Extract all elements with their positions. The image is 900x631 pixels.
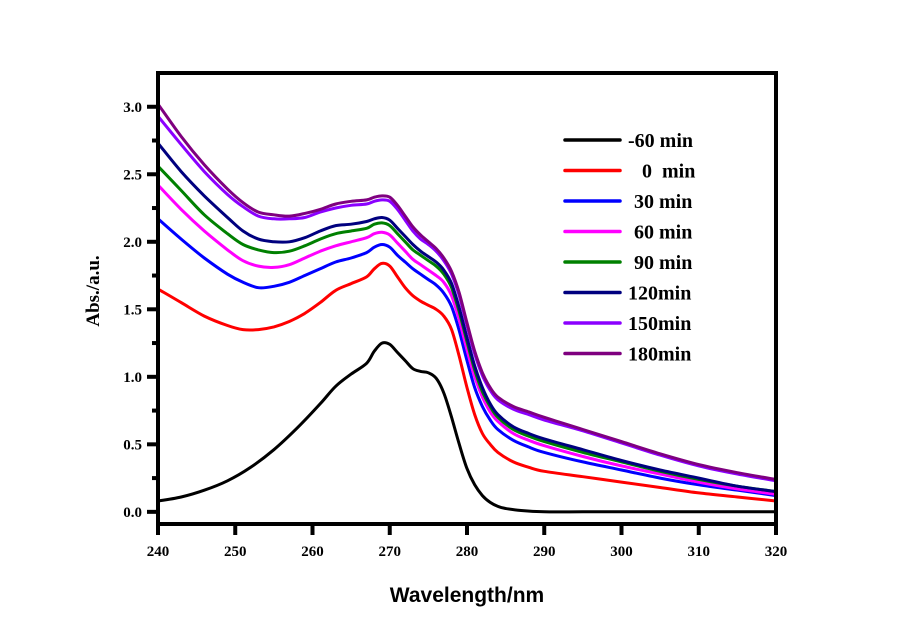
- legend-label: 90 min: [634, 252, 692, 274]
- y-tick-label: 0.0: [123, 505, 142, 521]
- x-tick-label: 260: [301, 544, 324, 560]
- x-axis-title: Wavelength/nm: [390, 584, 544, 607]
- y-tick-label: 1.5: [123, 302, 142, 318]
- series-line-60min: [158, 183, 776, 496]
- series-line-0min: [158, 261, 776, 503]
- legend-label: 180min: [628, 344, 691, 366]
- y-tick-label: 2.5: [123, 167, 142, 183]
- legend-label: -60 min: [628, 130, 693, 152]
- x-tick-label: 270: [379, 544, 402, 560]
- y-tick-label: 0.5: [123, 437, 142, 453]
- y-tick-label: 2.0: [123, 235, 142, 251]
- legend-item: 60 min: [563, 222, 692, 244]
- legend-item: 120min: [563, 283, 691, 305]
- ticks-layer: 240 250 260 270 280 290 300 310 320 0.0 0.5 1.0 1.5 2…: [123, 100, 787, 560]
- legend-item: 30 min: [563, 191, 692, 213]
- x-tick-label: 320: [765, 544, 788, 560]
- x-tick-label: 300: [610, 544, 633, 560]
- legend-item: 150min: [563, 313, 691, 335]
- x-tick-label: 240: [147, 544, 170, 560]
- x-tick-label: 310: [688, 544, 711, 560]
- legend-label: 120min: [628, 283, 691, 305]
- y-axis-title: Abs./a.u.: [83, 255, 104, 326]
- legend-item: 180min: [563, 344, 691, 366]
- legend: -60 min 0 min 30 min 60 min 90 min 120min 150m…: [563, 130, 695, 366]
- series-line-90min: [158, 164, 776, 494]
- legend-item: 90 min: [563, 252, 692, 274]
- legend-label: 0 min: [642, 161, 695, 183]
- x-tick-label: 280: [456, 544, 479, 560]
- legend-item: 0 min: [563, 161, 695, 183]
- series-line-150min: [158, 114, 776, 483]
- legend-label: 60 min: [634, 222, 692, 244]
- series-line-minus60min: [158, 341, 776, 514]
- legend-label: 30 min: [634, 191, 692, 213]
- series-line-180min: [158, 102, 776, 481]
- legend-label: 150min: [628, 313, 691, 335]
- series-layer: [158, 102, 776, 514]
- x-tick-label: 290: [533, 544, 556, 560]
- y-tick-label: 1.0: [123, 370, 142, 386]
- y-tick-label: 3.0: [123, 100, 142, 116]
- series-line-30min: [158, 217, 776, 498]
- x-tick-label: 250: [224, 544, 247, 560]
- series-line-120min: [158, 141, 776, 494]
- legend-item: -60 min: [563, 130, 693, 152]
